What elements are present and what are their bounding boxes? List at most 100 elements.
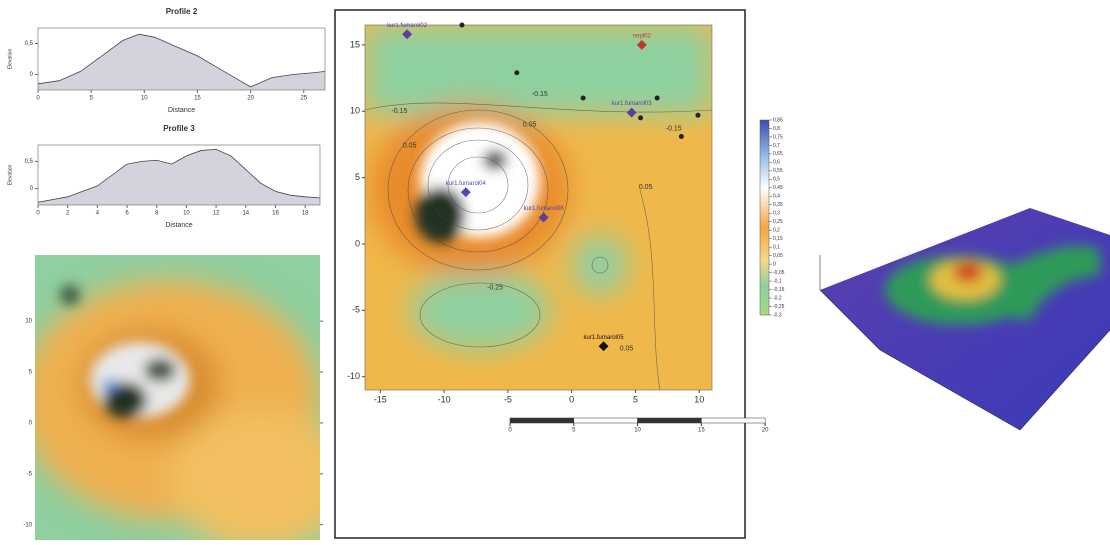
colorbar-label: 0,15 — [773, 236, 783, 242]
x-tick-label: 16 — [272, 211, 279, 217]
x-tick-label: 12 — [213, 211, 220, 217]
colorbar-label: 0,45 — [773, 185, 783, 191]
marker-label: kur1.fumarol02 — [387, 23, 428, 29]
y-tick-label: -10 — [347, 371, 360, 381]
colorbar-label: -0,1 — [773, 278, 782, 284]
colorbar-label: 0,4 — [773, 194, 780, 200]
station — [514, 70, 519, 75]
x-tick-label: 5 — [633, 394, 638, 404]
colorbar-label: -0,15 — [773, 287, 785, 293]
colorbar-label: -0,05 — [773, 270, 785, 276]
y-tick-label: 10 — [25, 319, 32, 325]
y-axis-label: Elevation — [7, 165, 13, 186]
chart-title: Profile 3 — [163, 124, 195, 133]
station — [581, 96, 586, 101]
scalebar-segment — [574, 418, 638, 423]
contour-label: -0.25 — [487, 285, 503, 292]
marker-label: kur1.fumarol04 — [446, 181, 487, 187]
surface-3d — [820, 208, 1110, 430]
x-tick-label: 10 — [141, 96, 148, 102]
x-tick-label: 10 — [183, 211, 190, 217]
station — [638, 115, 643, 120]
colorbar-label: 0,25 — [773, 219, 783, 225]
marker-label: kur1.fumarol05 — [584, 335, 625, 341]
colorbar-label: 0,8 — [773, 126, 780, 132]
colorbar-label: 0,65 — [773, 151, 783, 157]
colorbar-label: 0,3 — [773, 211, 780, 217]
contour-label: -0.15 — [666, 125, 682, 132]
y-tick-label: 5 — [29, 370, 33, 376]
y-tick-label: -5 — [27, 471, 33, 477]
y-tick-label: -5 — [352, 305, 360, 315]
x-tick-label: 4 — [96, 211, 100, 217]
x-tick-label: 0 — [569, 394, 574, 404]
area — [38, 34, 325, 90]
colorbar-label: 0,7 — [773, 143, 780, 149]
scalebar-label: 10 — [634, 428, 641, 434]
colorbar-label: 0,5 — [773, 177, 780, 183]
station — [679, 134, 684, 139]
x-axis-label: Distance — [165, 222, 192, 229]
x-tick-label: 0 — [36, 96, 40, 102]
colorbar-label: -0,25 — [773, 304, 785, 310]
station — [459, 23, 464, 28]
colorbar-label: 0,05 — [773, 253, 783, 259]
colorbar-label: 0,75 — [773, 134, 783, 140]
colorbar-label: 0,55 — [773, 168, 783, 174]
contour-label: -0.15 — [532, 91, 548, 98]
x-tick-label: 10 — [694, 394, 704, 404]
colorbar-label: 0,2 — [773, 228, 780, 234]
station — [695, 113, 700, 118]
x-tick-label: 2 — [66, 211, 70, 217]
contour-label: 0.05 — [523, 121, 537, 128]
marker-label: kur1.fumarol08 — [524, 206, 565, 212]
x-tick-label: 25 — [300, 96, 307, 102]
colorbar-label: -0,2 — [773, 295, 782, 301]
x-tick-label: 20 — [247, 96, 254, 102]
scalebar-segment — [510, 418, 574, 423]
x-tick-label: 18 — [302, 211, 309, 217]
figure: Profile 2DistanceElevation051015202500,5… — [0, 0, 1110, 540]
x-tick-label: 8 — [155, 211, 159, 217]
y-tick-label: -10 — [23, 522, 32, 528]
x-tick-label: -10 — [438, 394, 451, 404]
x-tick-label: 0 — [36, 211, 40, 217]
chart-title: Profile 2 — [166, 7, 198, 16]
x-tick-label: 5 — [89, 96, 93, 102]
x-tick-label: -5 — [504, 394, 512, 404]
area — [38, 149, 320, 205]
x-tick-label: -15 — [374, 394, 387, 404]
y-tick-label: 0 — [30, 72, 34, 78]
scalebar-segment — [638, 418, 702, 423]
scalebar-segment — [701, 418, 765, 423]
colorbar-label: 0,35 — [773, 202, 783, 208]
station — [655, 96, 660, 101]
colorbar-label: 0 — [773, 261, 776, 267]
colorbar — [760, 120, 769, 315]
colorbar-label: 0,6 — [773, 160, 780, 166]
colorbar-label: 0,1 — [773, 245, 780, 251]
y-tick-label: 0,5 — [25, 159, 34, 165]
x-axis-label: Distance — [168, 107, 195, 114]
y-tick-label: 0 — [355, 238, 360, 248]
x-tick-label: 14 — [242, 211, 249, 217]
contour-label: -0.15 — [391, 108, 407, 115]
x-tick-label: 6 — [125, 211, 129, 217]
y-tick-label: 0,5 — [25, 41, 34, 47]
marker-label: nepl02 — [633, 33, 652, 39]
y-axis-label: Elevation — [7, 49, 13, 70]
contour-label: 0.05 — [403, 143, 417, 150]
y-tick-label: 10 — [350, 106, 360, 116]
scalebar-label: 15 — [698, 428, 705, 434]
contour-label: 0.05 — [639, 184, 653, 191]
y-tick-label: 15 — [350, 39, 360, 49]
scalebar-label: 20 — [762, 428, 769, 434]
heatmap-image — [20, 255, 350, 540]
colorbar-label: 0,85 — [773, 117, 783, 123]
marker-label: kur1.fumarol03 — [612, 101, 653, 107]
contour-label: 0.05 — [620, 346, 634, 353]
y-tick-label: 5 — [355, 172, 360, 182]
y-tick-label: 0 — [30, 186, 34, 192]
y-tick-label: 0 — [29, 421, 33, 427]
colorbar-label: -0,3 — [773, 312, 782, 318]
